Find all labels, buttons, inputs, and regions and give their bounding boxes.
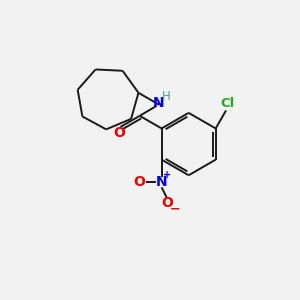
Text: +: + [163, 170, 171, 180]
Text: O: O [161, 196, 173, 210]
Text: −: − [170, 202, 181, 215]
Text: H: H [162, 90, 171, 103]
Text: N: N [153, 96, 165, 110]
Text: O: O [133, 175, 145, 189]
Text: O: O [113, 126, 125, 140]
Text: N: N [156, 175, 167, 189]
Text: Cl: Cl [220, 98, 235, 110]
